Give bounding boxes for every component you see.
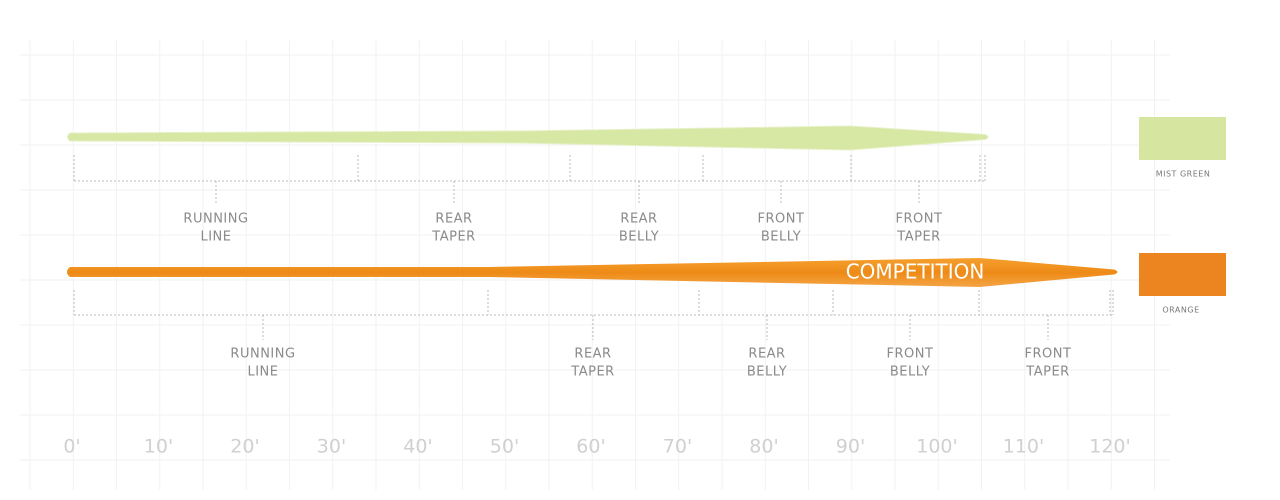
- segment-label: REAR: [435, 212, 472, 227]
- segment-label: BELLY: [747, 365, 787, 380]
- axis-label: 0': [63, 436, 80, 458]
- segment-label: TAPER: [570, 365, 614, 380]
- color-name: ORANGE: [1162, 306, 1199, 315]
- segment-label: RUNNING: [230, 347, 295, 362]
- green-swatch: [1139, 117, 1226, 160]
- grid: [20, 40, 1170, 490]
- axis-label: 100': [916, 436, 958, 458]
- segment-label: FRONT: [887, 347, 934, 362]
- brand: COMPETITION: [846, 260, 985, 284]
- segment-label: TAPER: [1025, 365, 1069, 380]
- axis-label: 20': [230, 436, 259, 458]
- axis-label: 110': [1003, 436, 1045, 458]
- axis-label: 70': [663, 436, 692, 458]
- segment-label: FRONT: [1025, 347, 1072, 362]
- orange-swatch: [1139, 253, 1226, 296]
- segment-label: FRONT: [758, 212, 805, 227]
- axis-label: 80': [749, 436, 778, 458]
- segment-label: FRONT: [896, 212, 943, 227]
- color-name: MIST GREEN: [1156, 170, 1211, 179]
- segment-label: REAR: [620, 212, 657, 227]
- segment-label: LINE: [247, 365, 278, 380]
- axis-label: 30': [317, 436, 346, 458]
- axis-label: 90': [836, 436, 865, 458]
- segment-label: TAPER: [431, 230, 475, 245]
- axis-label: 60': [576, 436, 605, 458]
- segment-label: BELLY: [619, 230, 659, 245]
- segment-label: REAR: [748, 347, 785, 362]
- labels: RUNNING LINE REAR TAPER REAR BELLY FRONT BELLY F…: [63, 155, 1210, 458]
- segment-label: REAR: [574, 347, 611, 362]
- segment-label: BELLY: [890, 365, 930, 380]
- green-line: [67, 125, 989, 151]
- segment-label: TAPER: [896, 230, 940, 245]
- axis-label: 40': [403, 436, 432, 458]
- orange-line: [67, 258, 1118, 287]
- axis-label: 10': [144, 436, 173, 458]
- segment-label: RUNNING: [183, 212, 248, 227]
- axis-label: 50': [490, 436, 519, 458]
- segment-label: LINE: [200, 230, 231, 245]
- axis-label: 120': [1089, 436, 1131, 458]
- segment-label: BELLY: [761, 230, 801, 245]
